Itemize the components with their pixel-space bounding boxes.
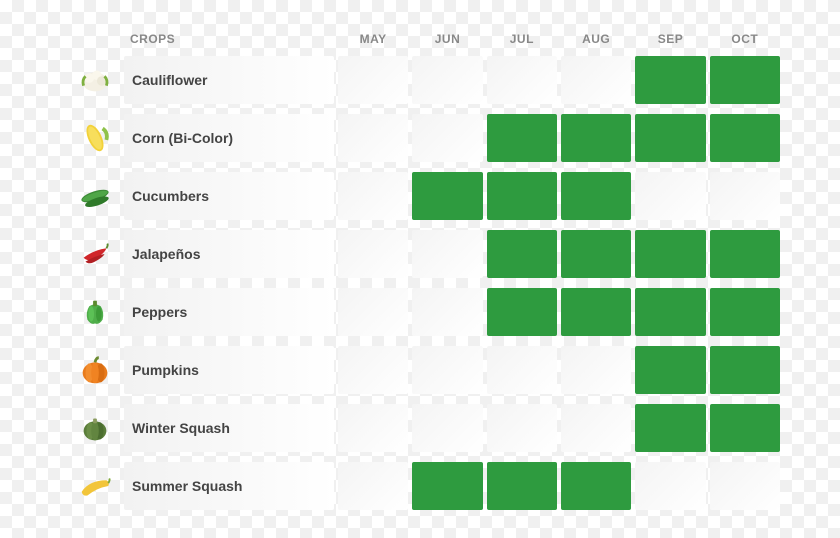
crop-row: Cucumbers [70, 172, 780, 220]
month-cell [635, 346, 705, 394]
month-cell [338, 230, 408, 278]
month-cell [338, 462, 408, 510]
month-cell [412, 346, 482, 394]
month-cell [487, 172, 557, 220]
month-cell [710, 404, 780, 452]
month-cell [412, 56, 482, 104]
month-cell [412, 172, 482, 220]
month-cell [561, 56, 631, 104]
summer-squash-icon [70, 462, 120, 510]
crop-row: Peppers [70, 288, 780, 336]
month-cell [412, 404, 482, 452]
month-cell [561, 404, 631, 452]
month-cell [635, 230, 705, 278]
month-cell [487, 114, 557, 162]
month-cell [487, 462, 557, 510]
month-cell [338, 56, 408, 104]
month-cell [561, 346, 631, 394]
pumpkin-icon [70, 346, 120, 394]
month-header: MAY [338, 28, 408, 50]
month-cell [710, 172, 780, 220]
month-header: JUL [487, 28, 557, 50]
month-cell [635, 114, 705, 162]
month-cell [338, 404, 408, 452]
month-cell [338, 172, 408, 220]
month-cell [338, 288, 408, 336]
month-cell [710, 288, 780, 336]
month-cell [412, 288, 482, 336]
month-cell [412, 462, 482, 510]
month-cell [561, 230, 631, 278]
month-cell [561, 288, 631, 336]
winter-squash-icon [70, 404, 120, 452]
crop-label: Winter Squash [124, 404, 334, 452]
crop-label: Summer Squash [124, 462, 334, 510]
month-cell [635, 172, 705, 220]
crop-label: Cauliflower [124, 56, 334, 104]
crop-label: Corn (Bi-Color) [124, 114, 334, 162]
crop-label: Jalapeños [124, 230, 334, 278]
pepper-icon [70, 288, 120, 336]
month-cell [561, 172, 631, 220]
month-cell [487, 230, 557, 278]
crop-label: Pumpkins [124, 346, 334, 394]
month-cell [412, 230, 482, 278]
header-row: CROPS MAY JUN JUL AUG SEP OCT [70, 28, 780, 50]
crops-header: CROPS [124, 28, 334, 50]
jalapeno-icon [70, 230, 120, 278]
month-cell [710, 346, 780, 394]
month-cell [487, 346, 557, 394]
month-cell [710, 230, 780, 278]
month-cell [710, 56, 780, 104]
month-header: AUG [561, 28, 631, 50]
month-cell [710, 462, 780, 510]
crop-row: Jalapeños [70, 230, 780, 278]
month-header: JUN [412, 28, 482, 50]
month-cell [710, 114, 780, 162]
month-cell [561, 462, 631, 510]
month-cell [487, 56, 557, 104]
month-cell [412, 114, 482, 162]
crop-row: Summer Squash [70, 462, 780, 510]
chart-rows: Cauliflower Corn (Bi-Color) Cucumbers Ja… [70, 56, 780, 510]
crop-label: Cucumbers [124, 172, 334, 220]
crop-row: Cauliflower [70, 56, 780, 104]
month-cell [635, 404, 705, 452]
crop-label: Peppers [124, 288, 334, 336]
crop-row: Corn (Bi-Color) [70, 114, 780, 162]
month-cell [338, 114, 408, 162]
month-cell [561, 114, 631, 162]
month-cell [635, 288, 705, 336]
crop-availability-chart: CROPS MAY JUN JUL AUG SEP OCT Cauliflowe… [70, 28, 780, 510]
crop-row: Winter Squash [70, 404, 780, 452]
cucumber-icon [70, 172, 120, 220]
month-cell [635, 462, 705, 510]
cauliflower-icon [70, 56, 120, 104]
month-cell [487, 404, 557, 452]
month-cell [487, 288, 557, 336]
month-cell [338, 346, 408, 394]
month-cell [635, 56, 705, 104]
corn-icon [70, 114, 120, 162]
crop-row: Pumpkins [70, 346, 780, 394]
month-header: SEP [635, 28, 705, 50]
month-header: OCT [710, 28, 780, 50]
